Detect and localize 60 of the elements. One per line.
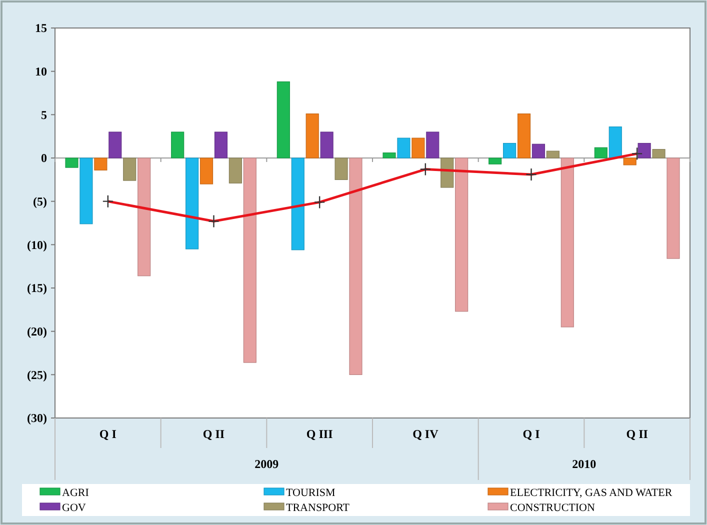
x-tick-label: Q III xyxy=(306,427,334,441)
bar xyxy=(440,158,454,188)
bar xyxy=(80,158,93,224)
bar xyxy=(594,147,608,158)
x-tick-label: Q IV xyxy=(412,427,439,441)
bar xyxy=(138,158,151,276)
bar xyxy=(186,158,199,250)
y-tick-label: 5 xyxy=(41,108,47,122)
legend-label: TOURISM xyxy=(286,486,336,499)
bar xyxy=(200,158,214,184)
bar xyxy=(560,158,574,328)
y-tick-label: 0 xyxy=(41,151,47,166)
bar xyxy=(517,114,531,158)
bar xyxy=(652,149,666,158)
x-tick-label: Q II xyxy=(202,427,225,441)
bar xyxy=(65,158,78,168)
y-tick-label: (5) xyxy=(33,194,47,209)
bar xyxy=(666,158,680,259)
bar xyxy=(320,132,334,158)
bar xyxy=(503,142,516,158)
bar xyxy=(623,158,636,166)
y-tick-label: 10 xyxy=(35,64,47,79)
x-tick-label: Q I xyxy=(522,427,540,441)
bar xyxy=(608,126,622,158)
x-tick-label: Q II xyxy=(626,427,648,441)
bar xyxy=(638,142,651,158)
bar xyxy=(171,132,184,158)
bar xyxy=(426,132,440,158)
legend-label: ELECTRICITY, GAS AND WATER xyxy=(510,486,673,499)
y-tick-label: (10) xyxy=(27,238,47,252)
bar xyxy=(276,81,290,158)
y-tick-label: (20) xyxy=(27,324,47,339)
legend-label: AGRI xyxy=(62,486,90,499)
bar xyxy=(455,158,468,312)
bar xyxy=(108,132,122,158)
bar xyxy=(334,158,348,180)
bar xyxy=(488,158,502,164)
bar xyxy=(382,152,396,158)
legend-label: GOV xyxy=(62,502,86,514)
y-tick-label: (15) xyxy=(27,281,47,296)
text: 2010 xyxy=(572,457,596,471)
y-tick-label: 15 xyxy=(35,21,47,36)
legend-label: TRANSPORT xyxy=(286,502,350,514)
bar xyxy=(546,150,560,158)
text: 2009 xyxy=(254,457,279,471)
x-tick-label: Q I xyxy=(99,427,117,441)
bar xyxy=(397,138,410,158)
bar xyxy=(532,144,546,158)
bar xyxy=(123,158,136,181)
bar xyxy=(291,158,304,250)
bar xyxy=(243,158,256,363)
bar xyxy=(214,132,228,158)
legend-label: CONSTRUCTION xyxy=(510,502,596,514)
y-tick-label: (25) xyxy=(27,368,47,382)
bar xyxy=(306,114,319,158)
bar xyxy=(228,158,242,184)
bar xyxy=(349,158,362,375)
y-tick-label: (30) xyxy=(27,411,47,426)
bar xyxy=(412,138,425,158)
bar xyxy=(94,158,108,170)
